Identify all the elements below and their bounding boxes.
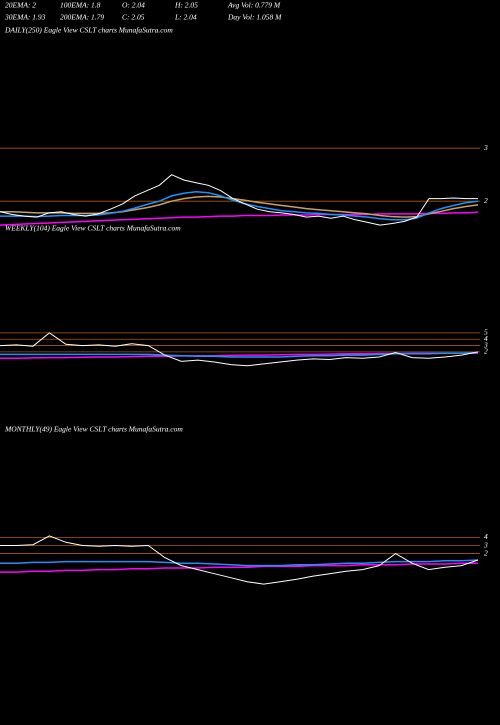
- header-stat: Day Vol: 1.058 M: [227, 13, 282, 22]
- y-tick-label: 5: [484, 328, 488, 337]
- y-tick-label: 3: [483, 143, 488, 152]
- series-line: [0, 174, 478, 226]
- header-stat: C: 2.05: [122, 13, 145, 22]
- header-stat: O: 2.04: [122, 1, 145, 10]
- series-line: [0, 559, 479, 567]
- y-tick-label: 2: [484, 196, 488, 205]
- y-tick-label: 4: [484, 334, 488, 343]
- header-stat: Avg Vol: 0.779 M: [227, 1, 281, 10]
- series-line: [0, 535, 479, 585]
- header-stat: 20EMA: 2: [5, 1, 36, 10]
- series-line: [0, 211, 479, 226]
- y-tick-label: 3: [483, 340, 488, 349]
- panel-title: WEEKLY(104) Eagle View CSLT charts Munaf…: [5, 224, 181, 233]
- header-stat: 100EMA: 1.8: [60, 1, 101, 10]
- header-stat: 30EMA: 1.93: [4, 13, 46, 22]
- y-tick-label: 2: [484, 347, 488, 356]
- panel-title: MONTHLY(49) Eagle View CSLT charts Munaf…: [4, 425, 183, 434]
- series-line: [0, 195, 479, 218]
- y-tick-label: 4: [484, 532, 488, 541]
- header-stat: H: 2.05: [174, 1, 198, 10]
- header-stat: 200EMA: 1.79: [60, 13, 104, 22]
- y-tick-label: 3: [483, 540, 488, 549]
- series-line: [0, 332, 479, 367]
- y-tick-label: 2: [484, 548, 488, 557]
- series-line: [0, 562, 478, 573]
- panel-title: DAILY(250) Eagle View CSLT charts Munafa…: [4, 26, 173, 35]
- header-stat: L: 2.04: [174, 13, 197, 22]
